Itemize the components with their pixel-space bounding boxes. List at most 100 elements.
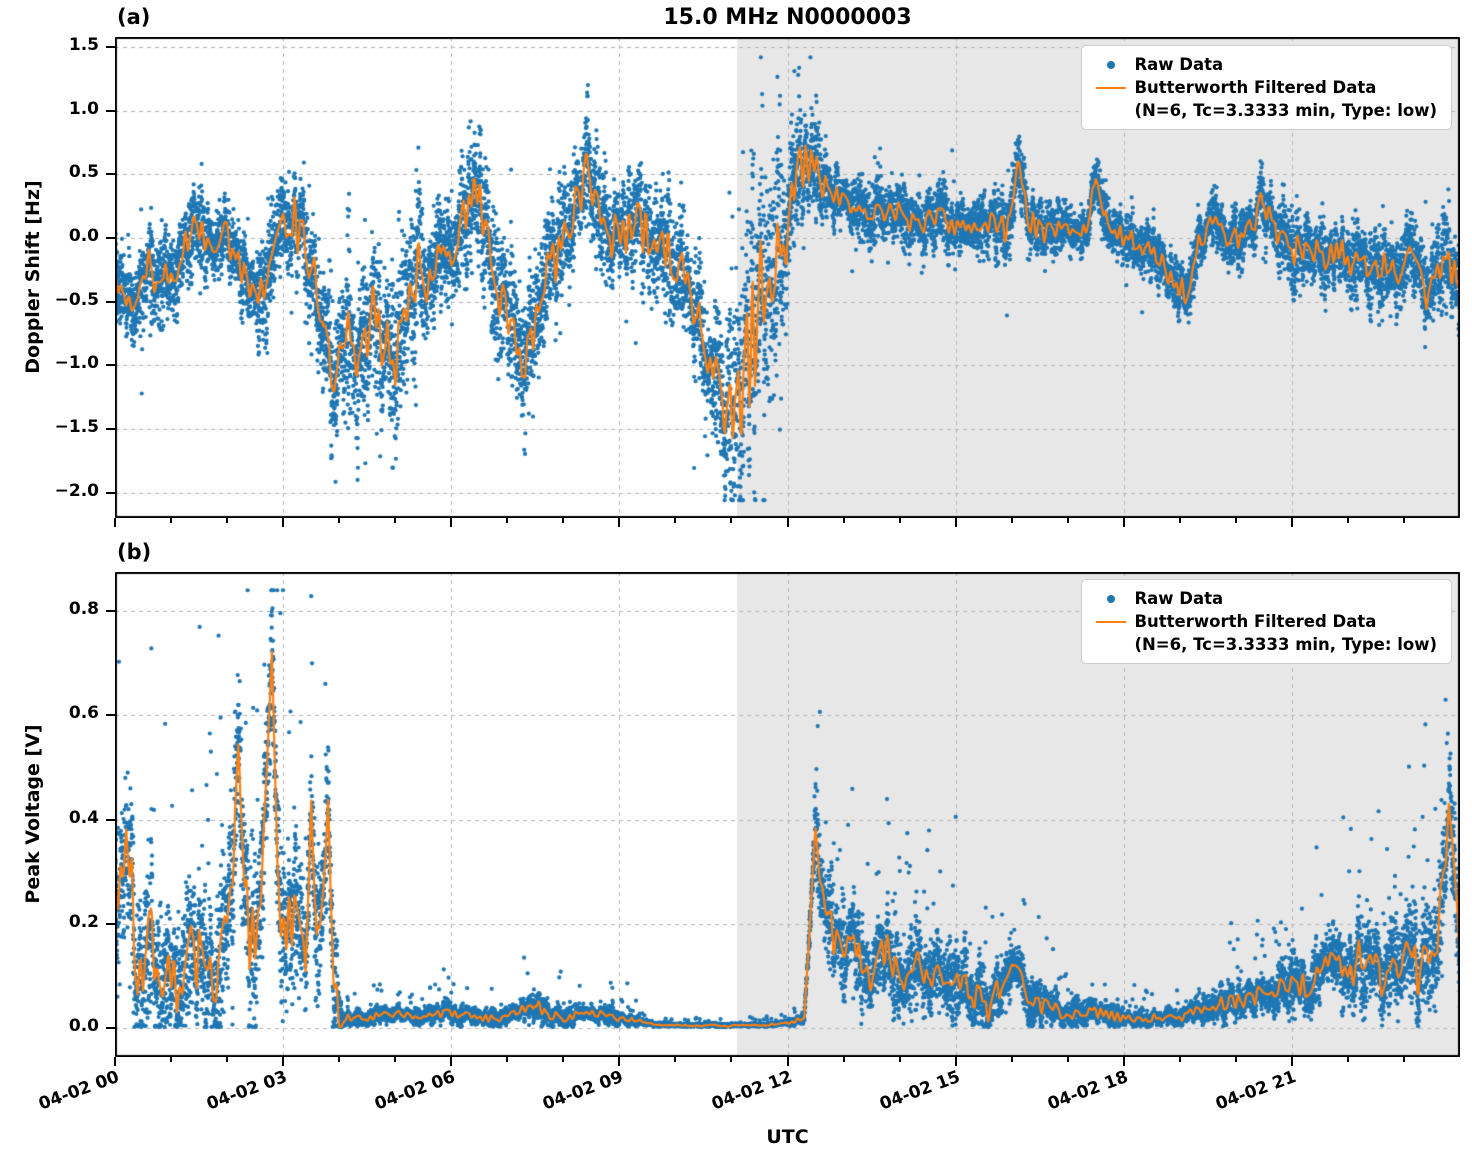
filtered-line-icon xyxy=(1088,77,1134,99)
y-tick-label: 0.4 xyxy=(68,807,99,828)
y-tick-mark xyxy=(106,923,115,926)
y-tick-mark xyxy=(106,610,115,613)
x-tick-mark xyxy=(114,518,116,527)
panel-a-legend: Raw Data Butterworth Filtered Data (N=6,… xyxy=(1081,45,1452,131)
x-tick-mark xyxy=(226,518,229,523)
legend-filtered-sublabel: (N=6, Tc=3.3333 min, Type: low) xyxy=(1134,100,1437,120)
y-tick-mark xyxy=(106,109,115,112)
x-tick-label: 04-02 21 xyxy=(1212,1067,1299,1115)
y-tick-mark xyxy=(106,818,115,821)
x-tick-mark xyxy=(786,1057,789,1066)
x-tick-mark xyxy=(450,1057,453,1066)
x-tick-label: 04-02 18 xyxy=(1044,1067,1131,1115)
x-tick-mark xyxy=(338,1057,341,1062)
x-tick-mark xyxy=(618,518,621,527)
x-tick-mark xyxy=(1066,1057,1069,1062)
panel-b-legend: Raw Data Butterworth Filtered Data (N=6,… xyxy=(1081,579,1452,665)
x-tick-mark xyxy=(338,518,341,523)
y-tick-label: −1.0 xyxy=(54,353,99,374)
x-tick-mark xyxy=(114,1057,116,1066)
x-tick-mark xyxy=(674,1057,677,1062)
y-tick-label: 0.0 xyxy=(68,1016,99,1037)
x-tick-mark xyxy=(674,518,677,523)
y-tick-mark xyxy=(106,1027,115,1030)
x-tick-mark xyxy=(1234,1057,1237,1062)
x-tick-mark xyxy=(842,1057,845,1062)
x-tick-mark xyxy=(282,1057,285,1066)
x-tick-mark xyxy=(842,518,845,523)
x-tick-label: 04-02 00 xyxy=(36,1067,122,1115)
x-tick-mark xyxy=(898,1057,901,1062)
x-tick-mark xyxy=(1178,1057,1181,1062)
x-tick-mark xyxy=(1178,518,1181,523)
x-tick-mark xyxy=(394,518,397,523)
filtered-line-icon xyxy=(1088,611,1134,633)
x-tick-label: 04-02 15 xyxy=(876,1067,963,1115)
y-tick-mark xyxy=(106,300,115,303)
panel-b-label: (b) xyxy=(117,540,152,564)
x-tick-mark xyxy=(954,518,957,527)
y-tick-mark xyxy=(106,427,115,430)
x-tick-mark xyxy=(562,518,565,523)
x-tick-mark xyxy=(618,1057,621,1066)
x-tick-mark xyxy=(1290,518,1293,527)
x-tick-mark xyxy=(282,518,285,527)
x-tick-mark xyxy=(562,1057,565,1062)
x-tick-mark xyxy=(1234,518,1237,523)
legend-filtered-label: Butterworth Filtered Data xyxy=(1134,611,1377,631)
raw-data-dot-icon xyxy=(1088,588,1134,610)
y-tick-mark xyxy=(106,714,115,717)
panel-a-label: (a) xyxy=(117,5,151,29)
y-tick-label: −0.5 xyxy=(54,289,99,310)
x-tick-mark xyxy=(450,518,453,527)
x-tick-label: 04-02 03 xyxy=(204,1067,290,1115)
legend-filtered-label: Butterworth Filtered Data xyxy=(1134,77,1377,97)
x-tick-mark xyxy=(506,1057,509,1062)
y-tick-label: 0.0 xyxy=(68,226,99,247)
figure-title: 15.0 MHz N0000003 xyxy=(663,5,912,30)
x-tick-mark xyxy=(1122,1057,1125,1066)
x-axis-label: UTC xyxy=(766,1126,809,1148)
raw-data-dot-icon xyxy=(1088,54,1134,76)
x-tick-mark xyxy=(730,518,733,523)
y-tick-label: 0.2 xyxy=(68,912,99,933)
y-tick-mark xyxy=(106,46,115,49)
x-tick-mark xyxy=(730,1057,733,1062)
x-tick-mark xyxy=(1402,518,1405,523)
x-tick-mark xyxy=(1066,518,1069,523)
x-tick-mark xyxy=(1290,1057,1293,1066)
x-tick-mark xyxy=(1010,1057,1013,1062)
y-tick-mark xyxy=(106,173,115,176)
x-tick-mark xyxy=(1346,1057,1349,1062)
x-tick-mark xyxy=(898,518,901,523)
legend-raw-label: Raw Data xyxy=(1134,55,1224,74)
y-tick-mark xyxy=(106,364,115,367)
y-tick-label: 1.0 xyxy=(68,98,99,119)
panel-a-y-axis-label: Doppler Shift [Hz] xyxy=(22,180,44,374)
x-tick-mark xyxy=(170,518,173,523)
y-tick-mark xyxy=(106,237,115,240)
legend-raw-label: Raw Data xyxy=(1134,589,1224,608)
legend-spacer xyxy=(1088,100,1134,122)
y-tick-label: 1.5 xyxy=(68,35,99,56)
legend-filtered-sublabel: (N=6, Tc=3.3333 min, Type: low) xyxy=(1134,634,1437,654)
x-tick-mark xyxy=(1402,1057,1405,1062)
x-tick-mark xyxy=(170,1057,173,1062)
y-tick-label: 0.6 xyxy=(68,703,99,724)
x-tick-mark xyxy=(506,518,509,523)
x-tick-mark xyxy=(1010,518,1013,523)
x-tick-mark xyxy=(394,1057,397,1062)
y-tick-label: −1.5 xyxy=(54,416,99,437)
x-tick-label: 04-02 12 xyxy=(708,1067,795,1115)
y-tick-label: 0.8 xyxy=(68,599,99,620)
x-tick-mark xyxy=(786,518,789,527)
x-tick-mark xyxy=(226,1057,229,1062)
legend-spacer xyxy=(1088,634,1134,656)
y-tick-mark xyxy=(106,491,115,494)
x-tick-label: 04-02 06 xyxy=(372,1067,459,1115)
x-tick-label: 04-02 09 xyxy=(540,1067,627,1115)
x-tick-mark xyxy=(1346,518,1349,523)
x-tick-mark xyxy=(954,1057,957,1066)
y-tick-label: 0.5 xyxy=(68,162,99,183)
